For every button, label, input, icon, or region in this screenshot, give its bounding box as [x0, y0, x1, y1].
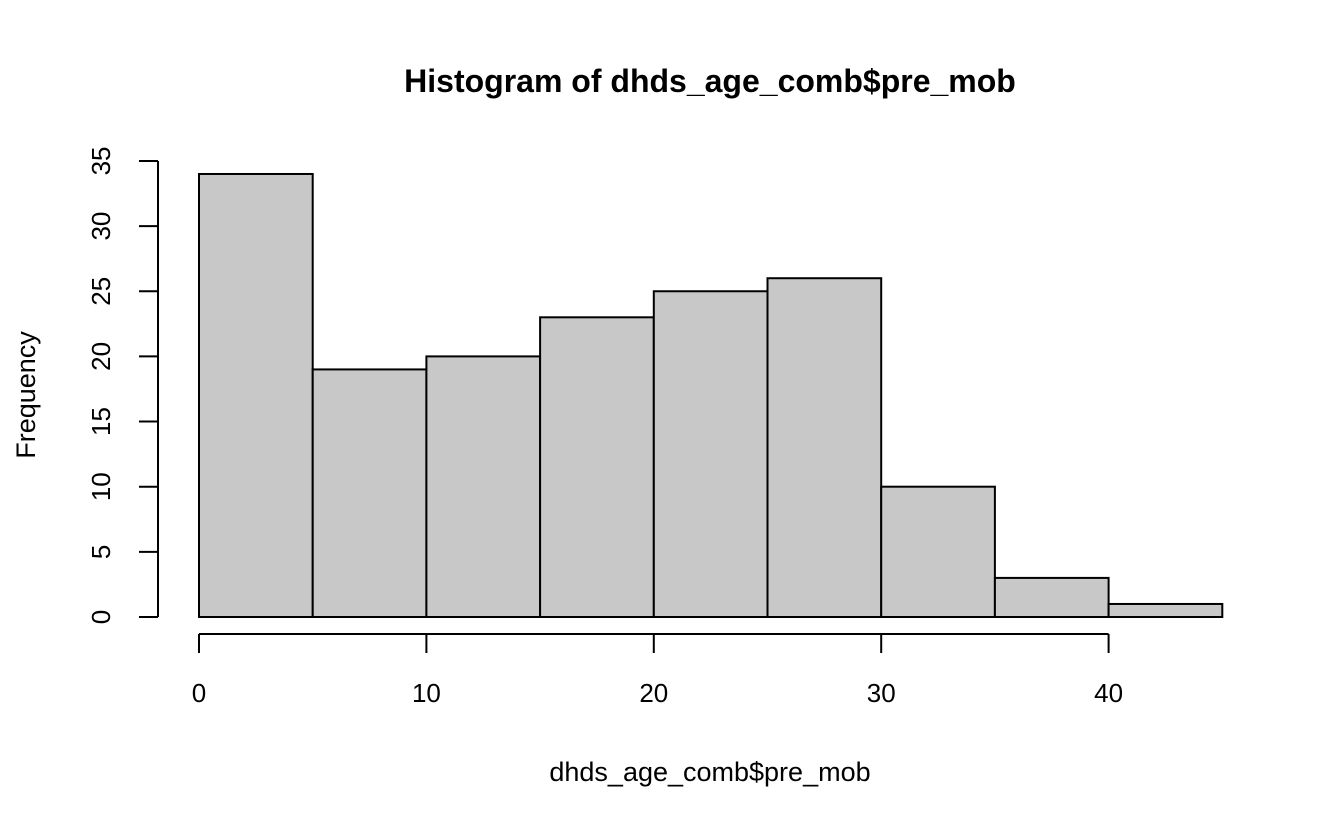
- x-tick-label: 40: [1094, 678, 1123, 708]
- y-tick-label: 20: [86, 342, 116, 371]
- y-axis: 0 5 10 15 20 25 30 35: [86, 146, 159, 624]
- histogram-bar: [539, 316, 655, 618]
- bars-group: [198, 172, 1224, 619]
- y-tick-label: 25: [86, 277, 116, 306]
- histogram-bar: [652, 290, 769, 618]
- histogram-bar: [198, 172, 314, 618]
- histogram-bar: [880, 485, 996, 619]
- y-tick-label: 5: [86, 545, 116, 559]
- histogram-bar: [993, 576, 1110, 618]
- x-tick-label: 10: [412, 678, 441, 708]
- y-tick-label: 0: [86, 610, 116, 624]
- x-tick-label: 0: [192, 678, 206, 708]
- x-tick-label: 30: [867, 678, 896, 708]
- y-tick-label: 30: [86, 212, 116, 241]
- y-tick-label: 10: [86, 472, 116, 501]
- chart-title: Histogram of dhds_age_comb$pre_mob: [404, 63, 1016, 99]
- x-axis-label: dhds_age_comb$pre_mob: [549, 757, 870, 787]
- histogram-bar: [311, 368, 428, 618]
- y-tick-label: 15: [86, 407, 116, 436]
- y-axis-label: Frequency: [11, 331, 41, 459]
- x-tick-label: 20: [639, 678, 668, 708]
- histogram-bar: [766, 277, 883, 618]
- histogram-bar: [1107, 602, 1224, 618]
- histogram-bar: [425, 355, 542, 618]
- y-tick-label: 35: [86, 146, 116, 175]
- x-axis: 0 10 20 30 40: [192, 633, 1123, 708]
